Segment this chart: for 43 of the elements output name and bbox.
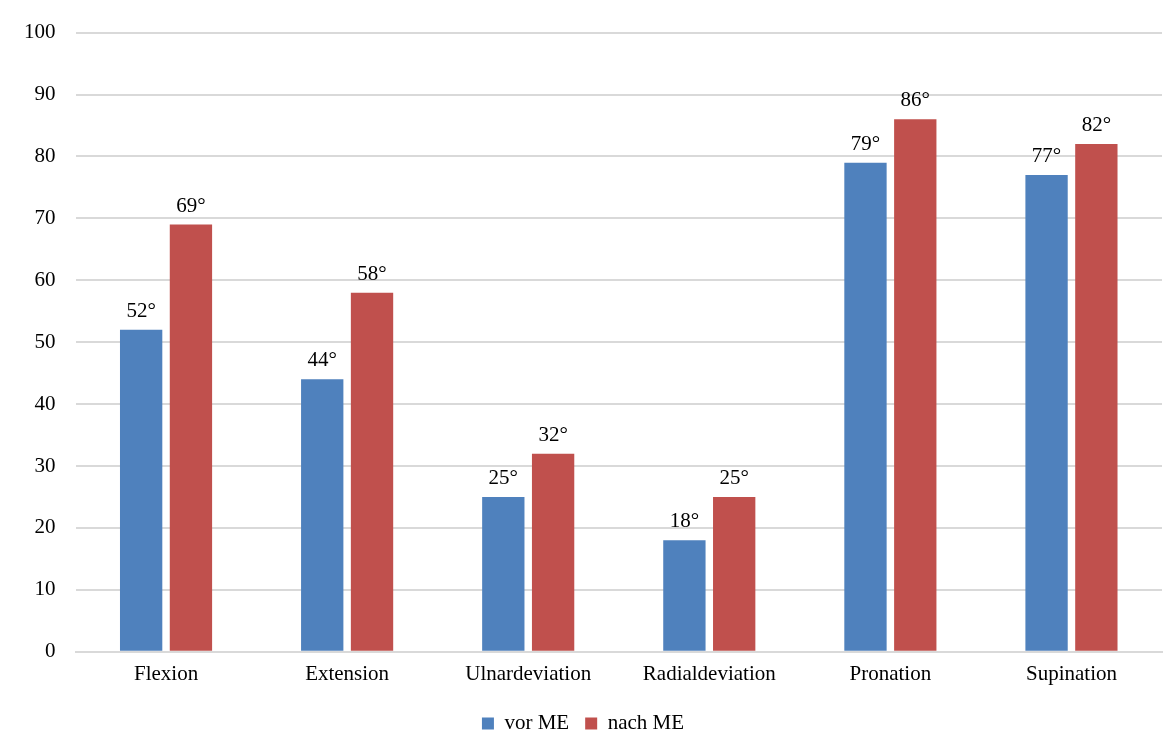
data-label: 25° [719, 465, 749, 490]
bar [350, 292, 394, 651]
y-tick-label: 80 [34, 142, 56, 167]
data-label: 25° [488, 465, 519, 490]
data-label: 18° [669, 508, 700, 533]
data-label: 44° [307, 347, 337, 372]
bar [482, 497, 525, 651]
y-tick-label: 50 [34, 328, 56, 353]
data-label: 32° [538, 421, 568, 446]
data-label: 69° [176, 192, 206, 217]
y-tick-label: 60 [34, 266, 56, 291]
data-label: 86° [900, 87, 930, 112]
bar [844, 162, 887, 651]
data-label: 58° [357, 260, 387, 285]
legend-label: nach ME [607, 710, 685, 735]
data-label: 82° [1081, 112, 1112, 137]
bar [1075, 144, 1118, 651]
x-tick-label: Radialdeviation [642, 660, 777, 685]
legend-label: vor ME [504, 710, 570, 735]
bar [894, 119, 937, 651]
bar [169, 224, 213, 651]
x-tick-label: Flexion [133, 660, 199, 685]
y-tick-label: 90 [34, 81, 56, 106]
y-tick-label: 0 [45, 638, 56, 663]
bar [1025, 175, 1068, 651]
x-tick-label: Extension [305, 660, 390, 685]
y-tick-label: 100 [24, 19, 56, 44]
x-tick-label: Ulnardeviation [465, 660, 592, 685]
y-tick-label: 20 [34, 514, 56, 539]
data-label: 79° [850, 130, 881, 155]
bar [301, 379, 344, 651]
y-tick-label: 70 [34, 204, 56, 229]
x-tick-label: Pronation [849, 660, 932, 685]
y-tick-label: 10 [34, 576, 56, 601]
bar [713, 497, 756, 651]
x-tick-label: Supination [1025, 660, 1118, 685]
bar [663, 540, 706, 651]
y-tick-label: 40 [34, 390, 56, 415]
data-label: 77° [1031, 143, 1062, 168]
data-label: 52° [126, 297, 156, 322]
y-tick-label: 30 [34, 452, 56, 477]
bar [119, 329, 163, 651]
bar [531, 453, 575, 651]
